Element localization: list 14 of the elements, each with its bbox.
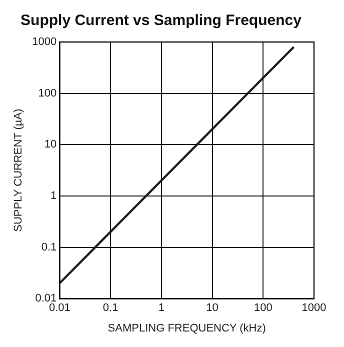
x-tick-label: 0.1: [102, 302, 118, 314]
x-tick-label: 10: [206, 302, 218, 314]
x-axis-title: SAMPLING FREQUENCY (kHz): [108, 322, 266, 334]
chart-title: Supply Current vs Sampling Frequency: [20, 12, 302, 30]
x-tick-label: 1: [158, 302, 164, 314]
y-tick-label: 100: [38, 87, 57, 100]
y-tick-label: 0.01: [35, 292, 57, 305]
y-tick-label: 1000: [32, 36, 57, 48]
y-tick-label: 0.1: [41, 241, 57, 254]
y-tick-label: 1: [50, 190, 57, 202]
y-tick-label: 10: [44, 138, 57, 151]
x-tick-label: 100: [254, 302, 272, 314]
y-axis-title: SUPPLY CURRENT (µA): [12, 108, 25, 232]
x-tick-label: 1000: [302, 302, 326, 314]
